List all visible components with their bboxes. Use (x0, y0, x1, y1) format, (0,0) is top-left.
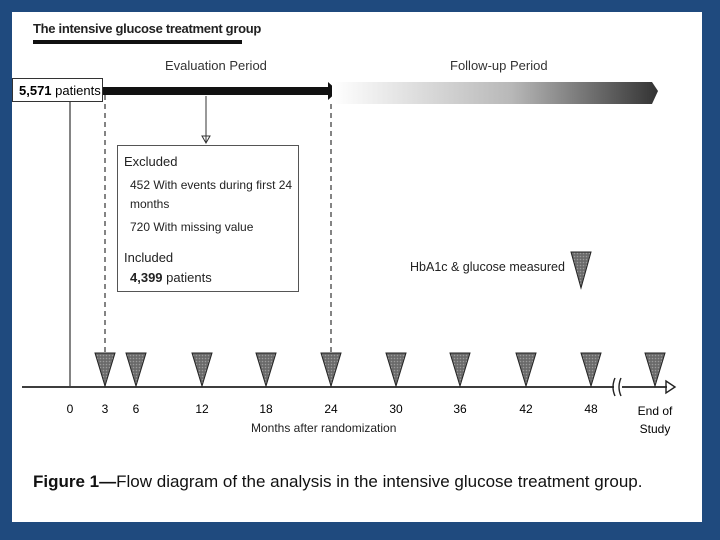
start-patients-count: 5,571 (19, 83, 52, 98)
slide: The intensive glucose treatment group 5,… (12, 12, 702, 522)
evaluation-bar (103, 87, 328, 95)
excluded-line-1: 452 With events during first 24 (130, 178, 293, 192)
measurement-markers (94, 352, 666, 388)
tick-label: 30 (389, 402, 403, 416)
measurement-marker (385, 352, 407, 388)
included-line: 4,399 patients (130, 270, 212, 285)
axis-break-left (612, 377, 616, 397)
measurement-marker (94, 352, 116, 388)
measurement-marker (515, 352, 537, 388)
end-of-study-line1: End of (637, 404, 673, 418)
tick-label: 0 (66, 402, 74, 416)
excluded-line-1b: months (130, 197, 170, 211)
tick-label: 6 (132, 402, 140, 416)
axis-arrowhead (665, 379, 677, 395)
tick-label: 12 (195, 402, 209, 416)
followup-period-label: Follow-up Period (450, 58, 548, 73)
legend-marker-icon (570, 251, 592, 290)
caption-text: Flow diagram of the analysis in the inte… (116, 472, 643, 491)
tick-label: 18 (259, 402, 273, 416)
tick-label: 42 (519, 402, 533, 416)
measurement-marker (580, 352, 602, 388)
tick-label: 48 (584, 402, 598, 416)
start-patients-box: 5,571 patients (12, 78, 103, 102)
measurement-marker (191, 352, 213, 388)
diagram-graphics (22, 82, 677, 397)
end-of-study-line2: Study (639, 422, 671, 436)
tick-label: 3 (101, 402, 109, 416)
tick-label: 24 (324, 402, 338, 416)
axis-break-right (618, 377, 622, 397)
caption-prefix: Figure 1 (33, 472, 100, 491)
legend-label: HbA1c & glucose measured (410, 260, 565, 274)
measurement-marker (449, 352, 471, 388)
title-underline (33, 40, 242, 44)
axis-label: Months after randomization (251, 421, 397, 435)
included-heading: Included (124, 250, 174, 265)
end-of-study-label: End of Study (638, 402, 673, 438)
excluded-box: Excluded 452 With events during first 24… (117, 145, 299, 292)
measurement-marker (644, 352, 666, 388)
measurement-marker (125, 352, 147, 388)
included-count: 4,399 (130, 270, 163, 285)
followup-bar (332, 82, 658, 104)
excluded-line-2: 720 With missing value (130, 220, 254, 234)
excluded-heading: Excluded (124, 154, 178, 169)
measurement-marker (320, 352, 342, 388)
start-patients-label: patients (55, 83, 101, 98)
measurement-marker (255, 352, 277, 388)
tick-label: 36 (453, 402, 467, 416)
included-label: patients (166, 270, 212, 285)
figure-caption: Figure 1—Flow diagram of the analysis in… (33, 472, 643, 491)
figure-title: The intensive glucose treatment group (33, 21, 261, 36)
excluded-arrow-head (201, 135, 211, 145)
evaluation-period-label: Evaluation Period (165, 58, 267, 73)
